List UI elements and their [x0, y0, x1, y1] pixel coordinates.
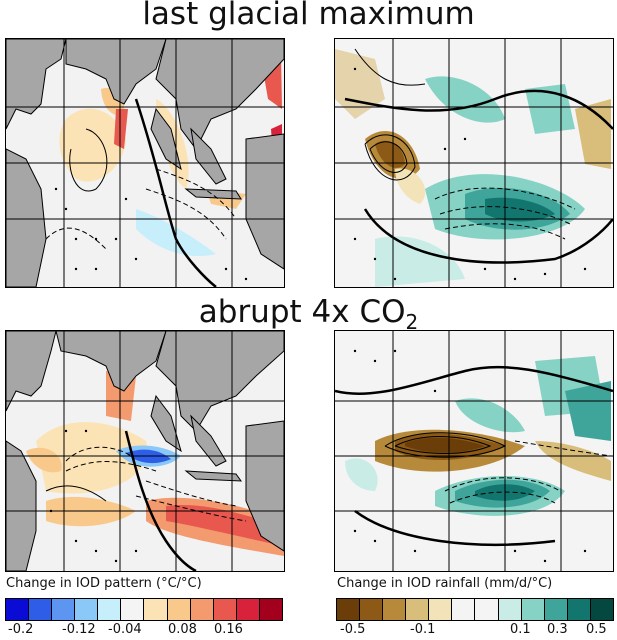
colorbar-swatch	[6, 599, 30, 620]
colorbar-iod-rainfall	[336, 598, 614, 621]
colorbar-swatch	[360, 599, 384, 620]
title-abrupt-text: abrupt 4x CO	[198, 294, 406, 330]
title-subscript: 2	[405, 310, 419, 335]
tick-right-0: -0.5	[340, 622, 366, 637]
colorbar-swatch	[121, 599, 145, 620]
colorbar-swatch	[544, 599, 568, 620]
colorbar-swatch	[452, 599, 476, 620]
tick-left-4: 0.16	[214, 622, 243, 637]
colorbar-swatch	[475, 599, 499, 620]
colorbar-swatch	[236, 599, 260, 620]
colorbar-swatch	[29, 599, 53, 620]
colorbar-label-iod-rainfall: Change in IOD rainfall (mm/d/°C)	[337, 576, 553, 591]
tick-right-2: 0.1	[510, 622, 531, 637]
colorbar-swatch	[567, 599, 591, 620]
title-abrupt-4x-co2: abrupt 4x CO2	[0, 294, 617, 334]
colorbar-swatch	[52, 599, 76, 620]
tick-left-3: 0.08	[168, 622, 197, 637]
map-panel-lgm-rainfall	[334, 38, 614, 288]
tick-left-2: -0.04	[108, 622, 142, 637]
tick-right-3: 0.3	[547, 622, 568, 637]
colorbar-swatch	[498, 599, 522, 620]
colorbar-swatch	[75, 599, 99, 620]
tick-left-0: -0.2	[8, 622, 34, 637]
colorbar-swatch	[98, 599, 122, 620]
title-last-glacial-maximum: last glacial maximum	[142, 0, 475, 32]
colorbar-swatch	[167, 599, 191, 620]
colorbar-swatch	[590, 599, 613, 620]
tick-right-1: -0.1	[410, 622, 436, 637]
colorbar-swatch	[337, 599, 361, 620]
colorbar-swatch	[259, 599, 282, 620]
colorbar-swatch	[383, 599, 407, 620]
colorbar-swatch	[521, 599, 545, 620]
colorbar-iod-pattern	[5, 598, 283, 621]
colorbar-swatch	[429, 599, 453, 620]
colorbar-swatch	[190, 599, 214, 620]
colorbar-swatch	[406, 599, 430, 620]
map-panel-4xco2-rainfall	[334, 330, 614, 572]
colorbar-swatch	[144, 599, 168, 620]
colorbar-swatch	[213, 599, 237, 620]
map-panel-4xco2-sst-pattern	[5, 330, 285, 572]
tick-left-1: -0.12	[62, 622, 96, 637]
tick-right-4: 0.5	[586, 622, 607, 637]
colorbar-label-iod-pattern: Change in IOD pattern (°C/°C)	[6, 576, 202, 591]
map-panel-lgm-sst-pattern	[5, 38, 285, 288]
